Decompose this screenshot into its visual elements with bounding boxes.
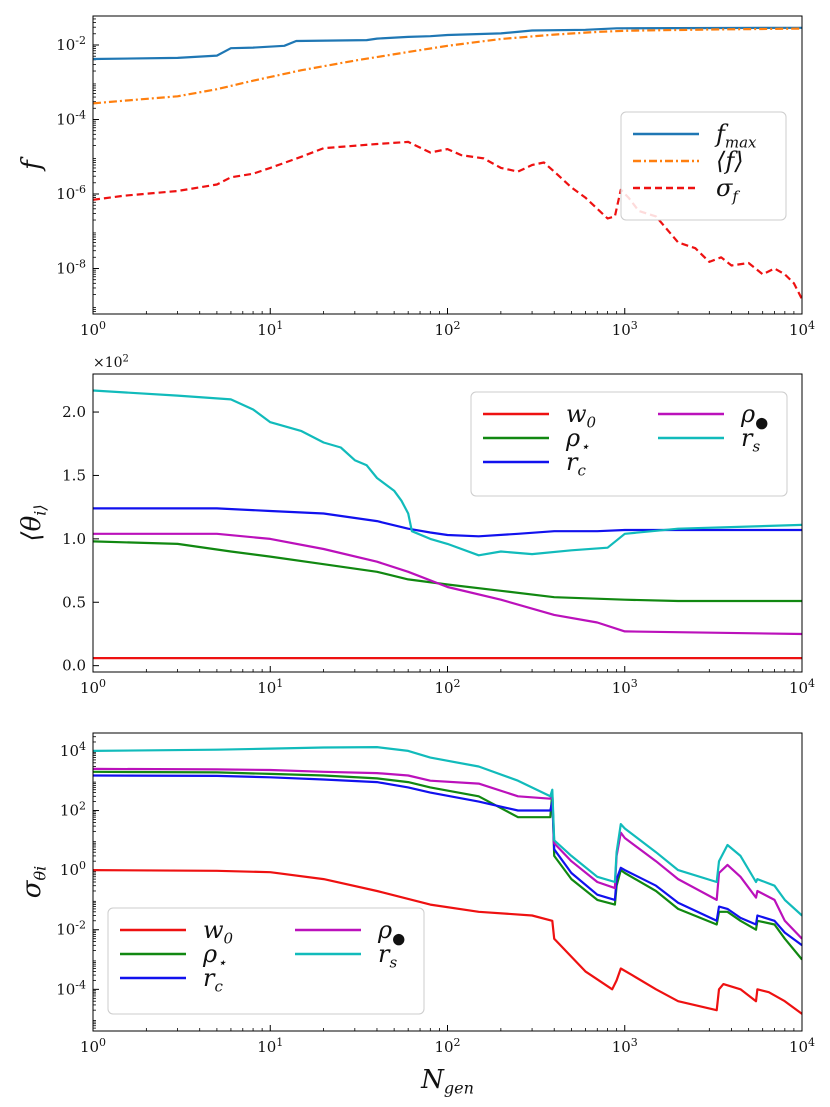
middle-axes-frame xyxy=(92,373,803,673)
y-tick-label: 1.5 xyxy=(62,466,86,484)
bottom-axes-frame xyxy=(92,732,803,1032)
y-tick-label: 1.0 xyxy=(62,530,86,548)
bottom-panel: 100 101 102 103 104 10-4 10-2 100 102 104 σθi Ngen w… xyxy=(17,732,815,1098)
series-line-r-s xyxy=(93,746,802,917)
middle-panel: 100 101 102 103 104 0.0 0.5 1.0 1.5 2.0 ×102 ⟨θi⟩ w0… xyxy=(17,354,815,698)
legend-label: rc xyxy=(203,964,223,995)
x-tick-label: 100 xyxy=(80,1036,106,1056)
middle-series-group xyxy=(93,389,802,660)
y-tick-label: 102 xyxy=(60,799,86,819)
x-tick-label: 100 xyxy=(80,677,106,697)
legend-box xyxy=(107,907,425,1015)
legend-box xyxy=(620,111,787,221)
legend-label: ρ⋆ xyxy=(565,424,590,455)
x-tick-label: 104 xyxy=(789,1036,815,1056)
middle-y-axis-label: ⟨θi⟩ xyxy=(17,504,50,541)
series-line-- xyxy=(93,770,802,961)
legend-label: ρ● xyxy=(377,916,405,947)
series-line--f- xyxy=(93,27,802,105)
x-tick-label: 102 xyxy=(434,1036,460,1056)
series-line-r-c xyxy=(93,507,802,538)
x-tick-label: 102 xyxy=(434,319,460,339)
legend-label: ⟨f⟩ xyxy=(716,147,744,175)
top-axes-frame xyxy=(92,15,803,315)
bottom-series-group xyxy=(93,746,802,1015)
series-line-- xyxy=(93,767,802,940)
y-tick-label: 0.5 xyxy=(62,593,86,611)
series-line-w-0 xyxy=(93,869,802,1015)
x-tick-label: 104 xyxy=(789,319,815,339)
y-tick-label: 10-2 xyxy=(56,919,86,939)
top-y-axis-label: f xyxy=(17,156,47,172)
y-tick-label: 10-2 xyxy=(56,34,86,54)
middle-legend: w0ρ⋆rc ρ●rs xyxy=(470,391,788,497)
series-line-- xyxy=(93,540,802,603)
series-line-f-max xyxy=(93,26,802,61)
legend-label: ρ● xyxy=(740,400,768,431)
x-tick-label: 102 xyxy=(434,677,460,697)
legend-label: w0 xyxy=(203,916,234,947)
legend-label: rs xyxy=(741,424,760,455)
series-line-r-c xyxy=(93,774,802,947)
top-panel: 100 101 102 103 104 10-8 10-6 10-4 10-2 f fmax⟨f⟩σ… xyxy=(17,15,815,339)
legend-label: rc xyxy=(566,448,586,479)
x-tick-label: 103 xyxy=(612,1036,638,1056)
top-series-group xyxy=(93,26,802,300)
x-tick-label: 101 xyxy=(257,319,283,339)
series-line-- xyxy=(93,532,802,636)
y-tick-label: 10-4 xyxy=(56,978,86,998)
top-legend: fmax⟨f⟩σf xyxy=(620,111,787,221)
legend-label: rs xyxy=(378,940,397,971)
x-tick-label: 101 xyxy=(257,677,283,697)
bottom-legend: w0ρ⋆rc ρ●rs xyxy=(107,907,425,1015)
x-tick-label: 104 xyxy=(789,677,815,697)
y-tick-label: 10-6 xyxy=(56,183,86,203)
bottom-y-axis-label: σθi xyxy=(17,866,50,899)
legend-box xyxy=(470,391,788,497)
y-tick-label: 104 xyxy=(60,740,86,760)
y-tick-label: 100 xyxy=(60,859,86,879)
x-tick-label: 103 xyxy=(612,319,638,339)
legend-label: ρ⋆ xyxy=(202,940,227,971)
y-tick-label: 10-8 xyxy=(56,257,86,277)
series-line-r-s xyxy=(93,389,802,557)
y-tick-label: 2.0 xyxy=(62,403,86,421)
x-tick-label: 100 xyxy=(80,319,106,339)
legend-label: w0 xyxy=(566,400,597,431)
y-multiplier-label: ×102 xyxy=(93,354,129,372)
x-tick-label: 103 xyxy=(612,677,638,697)
legend-label: σf xyxy=(716,174,740,205)
x-tick-label: 101 xyxy=(257,1036,283,1056)
y-tick-label: 10-4 xyxy=(56,108,86,128)
y-tick-label: 0.0 xyxy=(62,657,86,675)
bottom-x-axis-label: Ngen xyxy=(420,1065,474,1098)
